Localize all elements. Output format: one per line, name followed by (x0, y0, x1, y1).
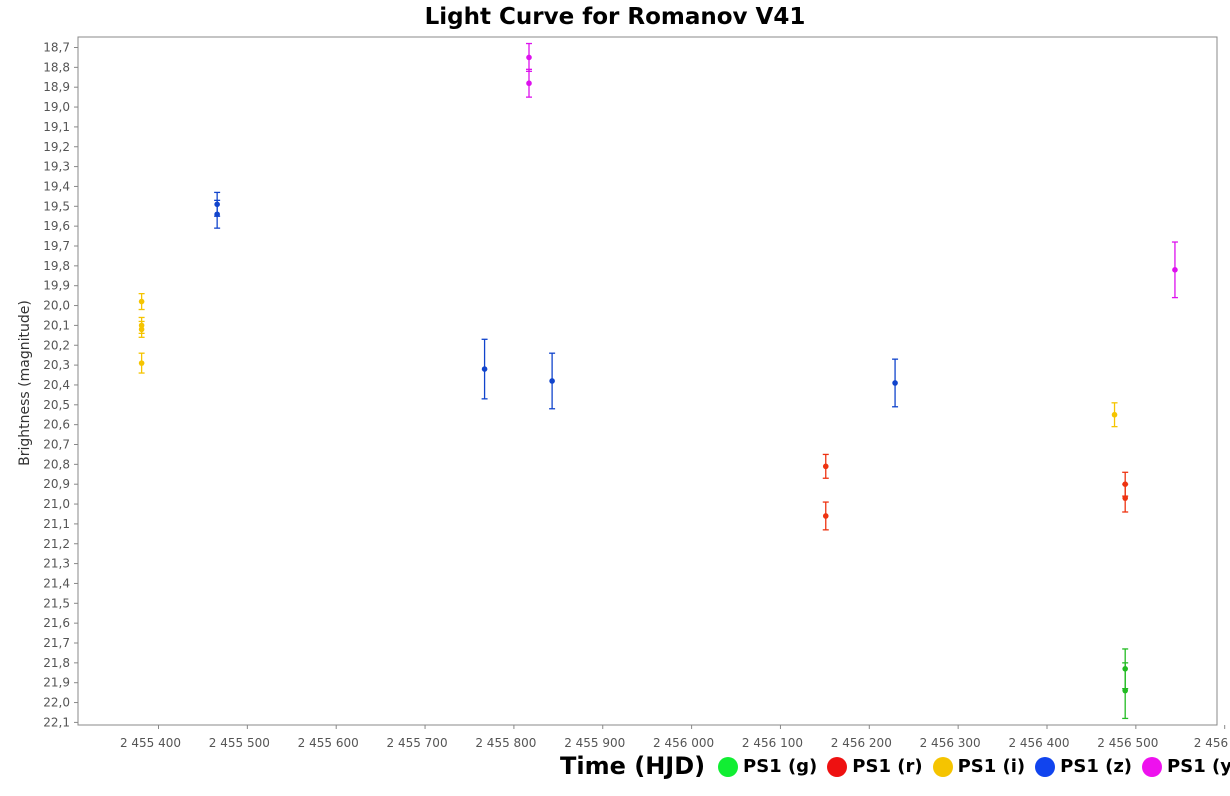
data-point (1172, 267, 1178, 273)
y-tick-label: 20,5 (43, 398, 70, 412)
y-tick-label: 20,9 (43, 477, 70, 491)
y-tick-label: 18,9 (43, 80, 70, 94)
y-tick-label: 19,9 (43, 279, 70, 293)
y-tick-label: 21,9 (43, 676, 70, 690)
y-tick-label: 21,1 (43, 517, 70, 531)
data-point (526, 80, 532, 87)
legend-item-y: PS1 (y) (1142, 756, 1230, 777)
y-tick-label: 20,7 (43, 438, 70, 452)
y-tick-label: 21,3 (43, 557, 70, 571)
legend-label-g: PS1 (g) (743, 756, 818, 777)
x-tick-label: 2 455 700 (387, 736, 448, 750)
x-tick-label: 2 456 000 (653, 736, 714, 750)
y-tick-label: 19,0 (43, 100, 70, 114)
legend-item-r: PS1 (r) (827, 756, 923, 777)
data-point (1111, 411, 1118, 418)
data-point (892, 380, 898, 386)
series-ps1-g- (1122, 648, 1129, 720)
legend-label-i: PS1 (i) (957, 756, 1026, 777)
data-point (214, 211, 220, 218)
legend-swatch-g (718, 756, 738, 777)
data-point (526, 54, 532, 61)
x-tick-label: 2 456 300 (920, 736, 981, 750)
y-tick-label: 21,0 (43, 497, 70, 511)
series-ps1-i- (138, 292, 1118, 428)
legend-swatch-z (1035, 756, 1056, 777)
legend-label-r: PS1 (r) (852, 756, 923, 777)
series-ps1-r- (822, 453, 1129, 531)
legend-swatch-i (932, 756, 953, 777)
legend-item-g: PS1 (g) (718, 756, 817, 777)
y-tick-label: 21,7 (43, 636, 70, 650)
x-tick-label: 2 456 400 (1008, 736, 1069, 750)
y-tick-label: 19,4 (43, 179, 70, 193)
series-ps1-z- (214, 191, 899, 410)
y-tick-label: 20,8 (43, 457, 70, 471)
y-tick-label: 20,6 (43, 418, 70, 432)
y-tick-label: 21,6 (43, 616, 70, 630)
y-tick-label: 19,7 (43, 239, 70, 253)
y-tick-label: 20,1 (43, 318, 70, 332)
legend: PS1 (g) PS1 (r) PS1 (i) PS1 (z) PS1 (y) (718, 756, 1230, 777)
y-tick-label: 19,2 (43, 140, 70, 154)
x-tick-label: 2 455 800 (475, 736, 536, 750)
x-tick-label: 2 456 100 (742, 736, 803, 750)
y-tick-label: 20,3 (43, 358, 70, 372)
legend-item-i: PS1 (i) (932, 756, 1026, 777)
plot-frame (77, 36, 1218, 726)
y-tick-label: 19,3 (43, 160, 70, 174)
y-tick-label: 20,2 (43, 338, 70, 352)
y-tick-label: 21,5 (43, 596, 70, 610)
y-tick-label: 22,1 (43, 715, 70, 729)
data-point (549, 378, 555, 384)
y-tick-label: 18,7 (43, 41, 70, 55)
y-tick-label: 20,0 (43, 299, 70, 313)
y-tick-label: 19,5 (43, 199, 70, 213)
y-tick-label: 21,2 (43, 537, 70, 551)
series-ps1-y- (526, 42, 1178, 299)
legend-label-y: PS1 (y) (1167, 756, 1230, 777)
y-tick-label: 20,4 (43, 378, 70, 392)
y-tick-label: 21,4 (43, 576, 70, 590)
x-tick-label: 2 456 500 (1097, 736, 1158, 750)
x-tick-label: 2 455 400 (120, 736, 181, 750)
y-tick-label: 19,1 (43, 120, 70, 134)
data-point (138, 326, 145, 333)
y-tick-label: 19,6 (43, 219, 70, 233)
x-tick-label: 2 455 600 (298, 736, 359, 750)
legend-item-z: PS1 (z) (1035, 756, 1132, 777)
data-point (822, 513, 829, 519)
y-tick-label: 19,8 (43, 259, 70, 273)
data-point (1122, 495, 1128, 501)
x-tick-label: 2 456 6 (1194, 736, 1230, 750)
y-tick-label: 22,0 (43, 696, 70, 710)
legend-label-z: PS1 (z) (1060, 756, 1133, 777)
x-axis-title: Time (HJD) (560, 752, 706, 780)
data-point (481, 366, 488, 372)
data-point (822, 463, 829, 470)
x-tick-label: 2 455 900 (564, 736, 625, 750)
y-tick-label: 18,8 (43, 60, 70, 74)
y-tick-label: 21,8 (43, 656, 70, 670)
x-tick-label: 2 456 200 (831, 736, 892, 750)
x-tick-label: 2 455 500 (209, 736, 270, 750)
legend-swatch-r (827, 756, 848, 777)
data-point (138, 298, 145, 305)
legend-swatch-y (1142, 756, 1163, 777)
data-point (1122, 687, 1128, 694)
chart-title: Light Curve for Romanov V41 (424, 4, 806, 30)
data-point (138, 360, 145, 366)
